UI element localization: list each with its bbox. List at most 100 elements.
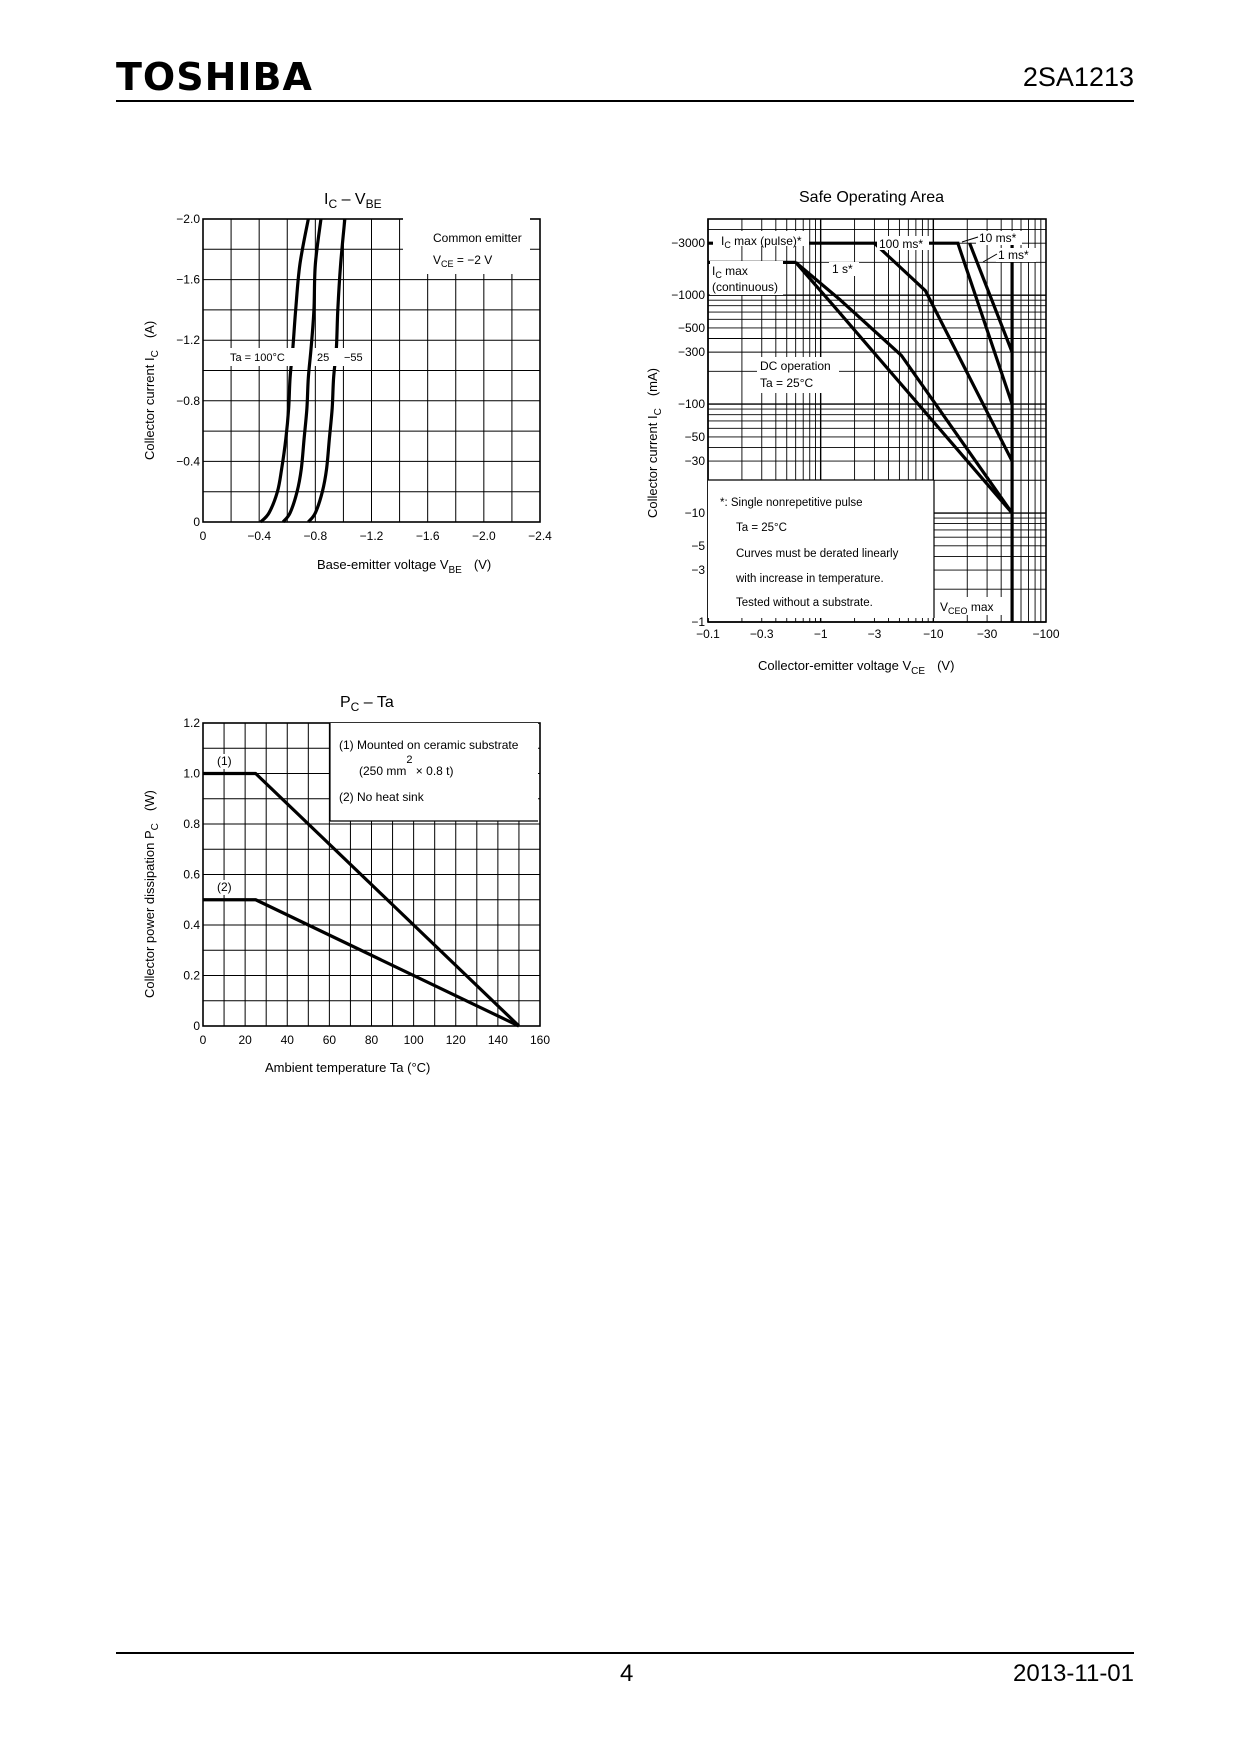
x-tick-label: 140 xyxy=(488,1033,508,1047)
ic-vbe-label-bg-1 xyxy=(226,348,296,366)
ic-vbe-annotation-box xyxy=(403,214,530,274)
x-tick-label: −1 xyxy=(814,627,828,641)
pc-ta-label-bg-2 xyxy=(214,880,236,895)
x-tick-label: −30 xyxy=(977,627,998,641)
soa-notes-box xyxy=(708,480,934,618)
pc-ta-legend-item2: (2) No heat sink xyxy=(339,790,425,804)
y-tick-label: −1.6 xyxy=(176,273,200,287)
pc-ta-curve-label-1: (1) xyxy=(217,754,232,768)
y-tick-label: 0 xyxy=(193,1019,200,1033)
ic-vbe-label-bg-2 xyxy=(314,348,364,366)
soa-note-4: with increase in temperature. xyxy=(735,573,884,585)
ic-vbe-annotation-line1: Common emitter xyxy=(433,231,522,245)
x-tick-label: 80 xyxy=(365,1033,379,1047)
ic-vbe-curve-label-minus55: −55 xyxy=(344,352,363,364)
x-tick-label: −3 xyxy=(868,627,882,641)
y-tick-label: −5 xyxy=(691,539,705,553)
pc-ta-ylabel: Collector power dissipation PC(W) xyxy=(142,790,161,998)
soa-label-bg-cont xyxy=(710,261,783,295)
pc-ta-title: PC – Ta xyxy=(340,694,394,714)
pc-ta-curve-label-2: (2) xyxy=(217,880,232,894)
y-tick-label: −300 xyxy=(678,345,705,359)
soa-label-1s: 1 s* xyxy=(832,262,853,276)
y-tick-label: −1000 xyxy=(671,288,705,302)
soa-label-100ms: 100 ms* xyxy=(879,237,923,251)
soa-note-3: Curves must be derated linearly xyxy=(736,548,899,560)
x-tick-label: −0.4 xyxy=(247,529,271,543)
part-number: 2SA1213 xyxy=(1022,62,1134,92)
series-curve-10 ms xyxy=(956,242,1014,405)
pc-ta-curves xyxy=(203,771,521,1028)
y-tick-label: 0.8 xyxy=(183,817,200,831)
pc-ta-tick-labels: 0 20 40 60 80 100 120 140 160 0 0.2 0.4 0.6 0.8 1.0 1.2 xyxy=(183,716,550,1047)
x-tick-label: 40 xyxy=(281,1033,295,1047)
ic-vbe-xlabel: Base-emitter voltage VBE (V) xyxy=(317,557,491,576)
x-tick-label: −0.3 xyxy=(750,627,774,641)
x-tick-label: −0.1 xyxy=(696,627,720,641)
x-tick-label: −1.2 xyxy=(360,529,384,543)
y-tick-label: −2.0 xyxy=(176,212,200,226)
y-tick-label: 1.2 xyxy=(183,716,200,730)
soa-note-5: Tested without a substrate. xyxy=(736,597,873,609)
pc-ta-chart: PC – Ta 0 20 40 60 80 100 120 140 16000.20.40.60… xyxy=(142,694,550,1075)
y-tick-label: −50 xyxy=(685,430,706,444)
y-tick-label: 0.6 xyxy=(183,868,200,882)
soa-label-dc-2: Ta = 25°C xyxy=(760,376,813,390)
soa-note-2: Ta = 25°C xyxy=(736,522,787,534)
soa-label-ic-cont-2: (continuous) xyxy=(712,280,778,294)
ic-vbe-curves xyxy=(259,218,347,524)
y-tick-label: −0.4 xyxy=(176,454,200,468)
soa-10ms-leader xyxy=(961,236,979,243)
series-curve-Ta = 100°C xyxy=(259,218,310,524)
soa-label-bg-1ms xyxy=(996,248,1036,262)
soa-label-ic-pulse: IC max (pulse)* xyxy=(721,234,802,250)
pc-ta-label-bg-1 xyxy=(214,754,236,769)
series-curve-−55 xyxy=(307,218,347,524)
x-tick-label: −0.8 xyxy=(303,529,327,543)
y-tick-label: −30 xyxy=(685,454,706,468)
toshiba-logo: TOSHIBA xyxy=(116,55,313,99)
series-curve-1 s xyxy=(794,261,1014,514)
x-tick-label: −10 xyxy=(923,627,944,641)
series-curve-(1) xyxy=(203,771,521,1028)
ic-vbe-grid xyxy=(202,218,541,523)
y-tick-label: −100 xyxy=(678,397,705,411)
soa-label-ic-cont: IC max xyxy=(712,264,748,280)
ic-vbe-annotation-line2: VCE = −2 V xyxy=(433,253,492,269)
ic-vbe-curve-label-25: 25 xyxy=(317,352,329,364)
header-rule xyxy=(116,100,1134,102)
x-tick-label: −1.6 xyxy=(416,529,440,543)
soa-xlabel: Collector-emitter voltage VCE (V) xyxy=(758,658,954,677)
ic-vbe-chart: IC – VBE 0 −0.4 −0.8 −1.2 −1.6 −2.0 −2.4 0 −0.4 −… xyxy=(142,191,552,576)
y-tick-label: −1 xyxy=(691,615,705,629)
y-tick-label: −1.2 xyxy=(176,333,200,347)
pc-ta-legend-box xyxy=(330,723,538,821)
y-tick-label: −0.8 xyxy=(176,394,200,408)
y-tick-label: 0 xyxy=(193,515,200,529)
y-tick-label: 1.0 xyxy=(183,767,200,781)
soa-title: Safe Operating Area xyxy=(799,189,944,206)
soa-tick-labels: −0.1 −0.3 −1 −3 −10 −30 −100 −1 −3 −5 −10 −30 −50 −10… xyxy=(671,236,1060,641)
x-tick-label: 60 xyxy=(323,1033,337,1047)
soa-label-bg-pulse xyxy=(713,231,809,246)
pc-ta-grid xyxy=(202,722,541,1027)
series-curve-DC xyxy=(794,261,1014,515)
x-tick-label: 160 xyxy=(530,1033,550,1047)
soa-label-1ms: 1 ms* xyxy=(998,248,1029,262)
x-tick-label: 0 xyxy=(200,529,207,543)
plot-frame xyxy=(202,218,541,523)
soa-label-bg-10ms xyxy=(976,231,1022,245)
y-tick-label: −500 xyxy=(678,321,705,335)
y-tick-label: 0.2 xyxy=(183,969,200,983)
soa-label-10ms: 10 ms* xyxy=(979,231,1017,245)
x-tick-label: −100 xyxy=(1032,627,1059,641)
x-tick-label: 0 xyxy=(200,1033,207,1047)
plot-frame xyxy=(707,218,1047,623)
ic-vbe-title: IC – VBE xyxy=(324,191,382,211)
series-curve-100 ms xyxy=(873,241,1014,462)
soa-label-bg-100ms xyxy=(877,236,929,250)
x-tick-label: −2.4 xyxy=(528,529,552,543)
soa-label-dc-1: DC operation xyxy=(760,359,831,373)
soa-label-bg-vceo xyxy=(937,597,1003,615)
